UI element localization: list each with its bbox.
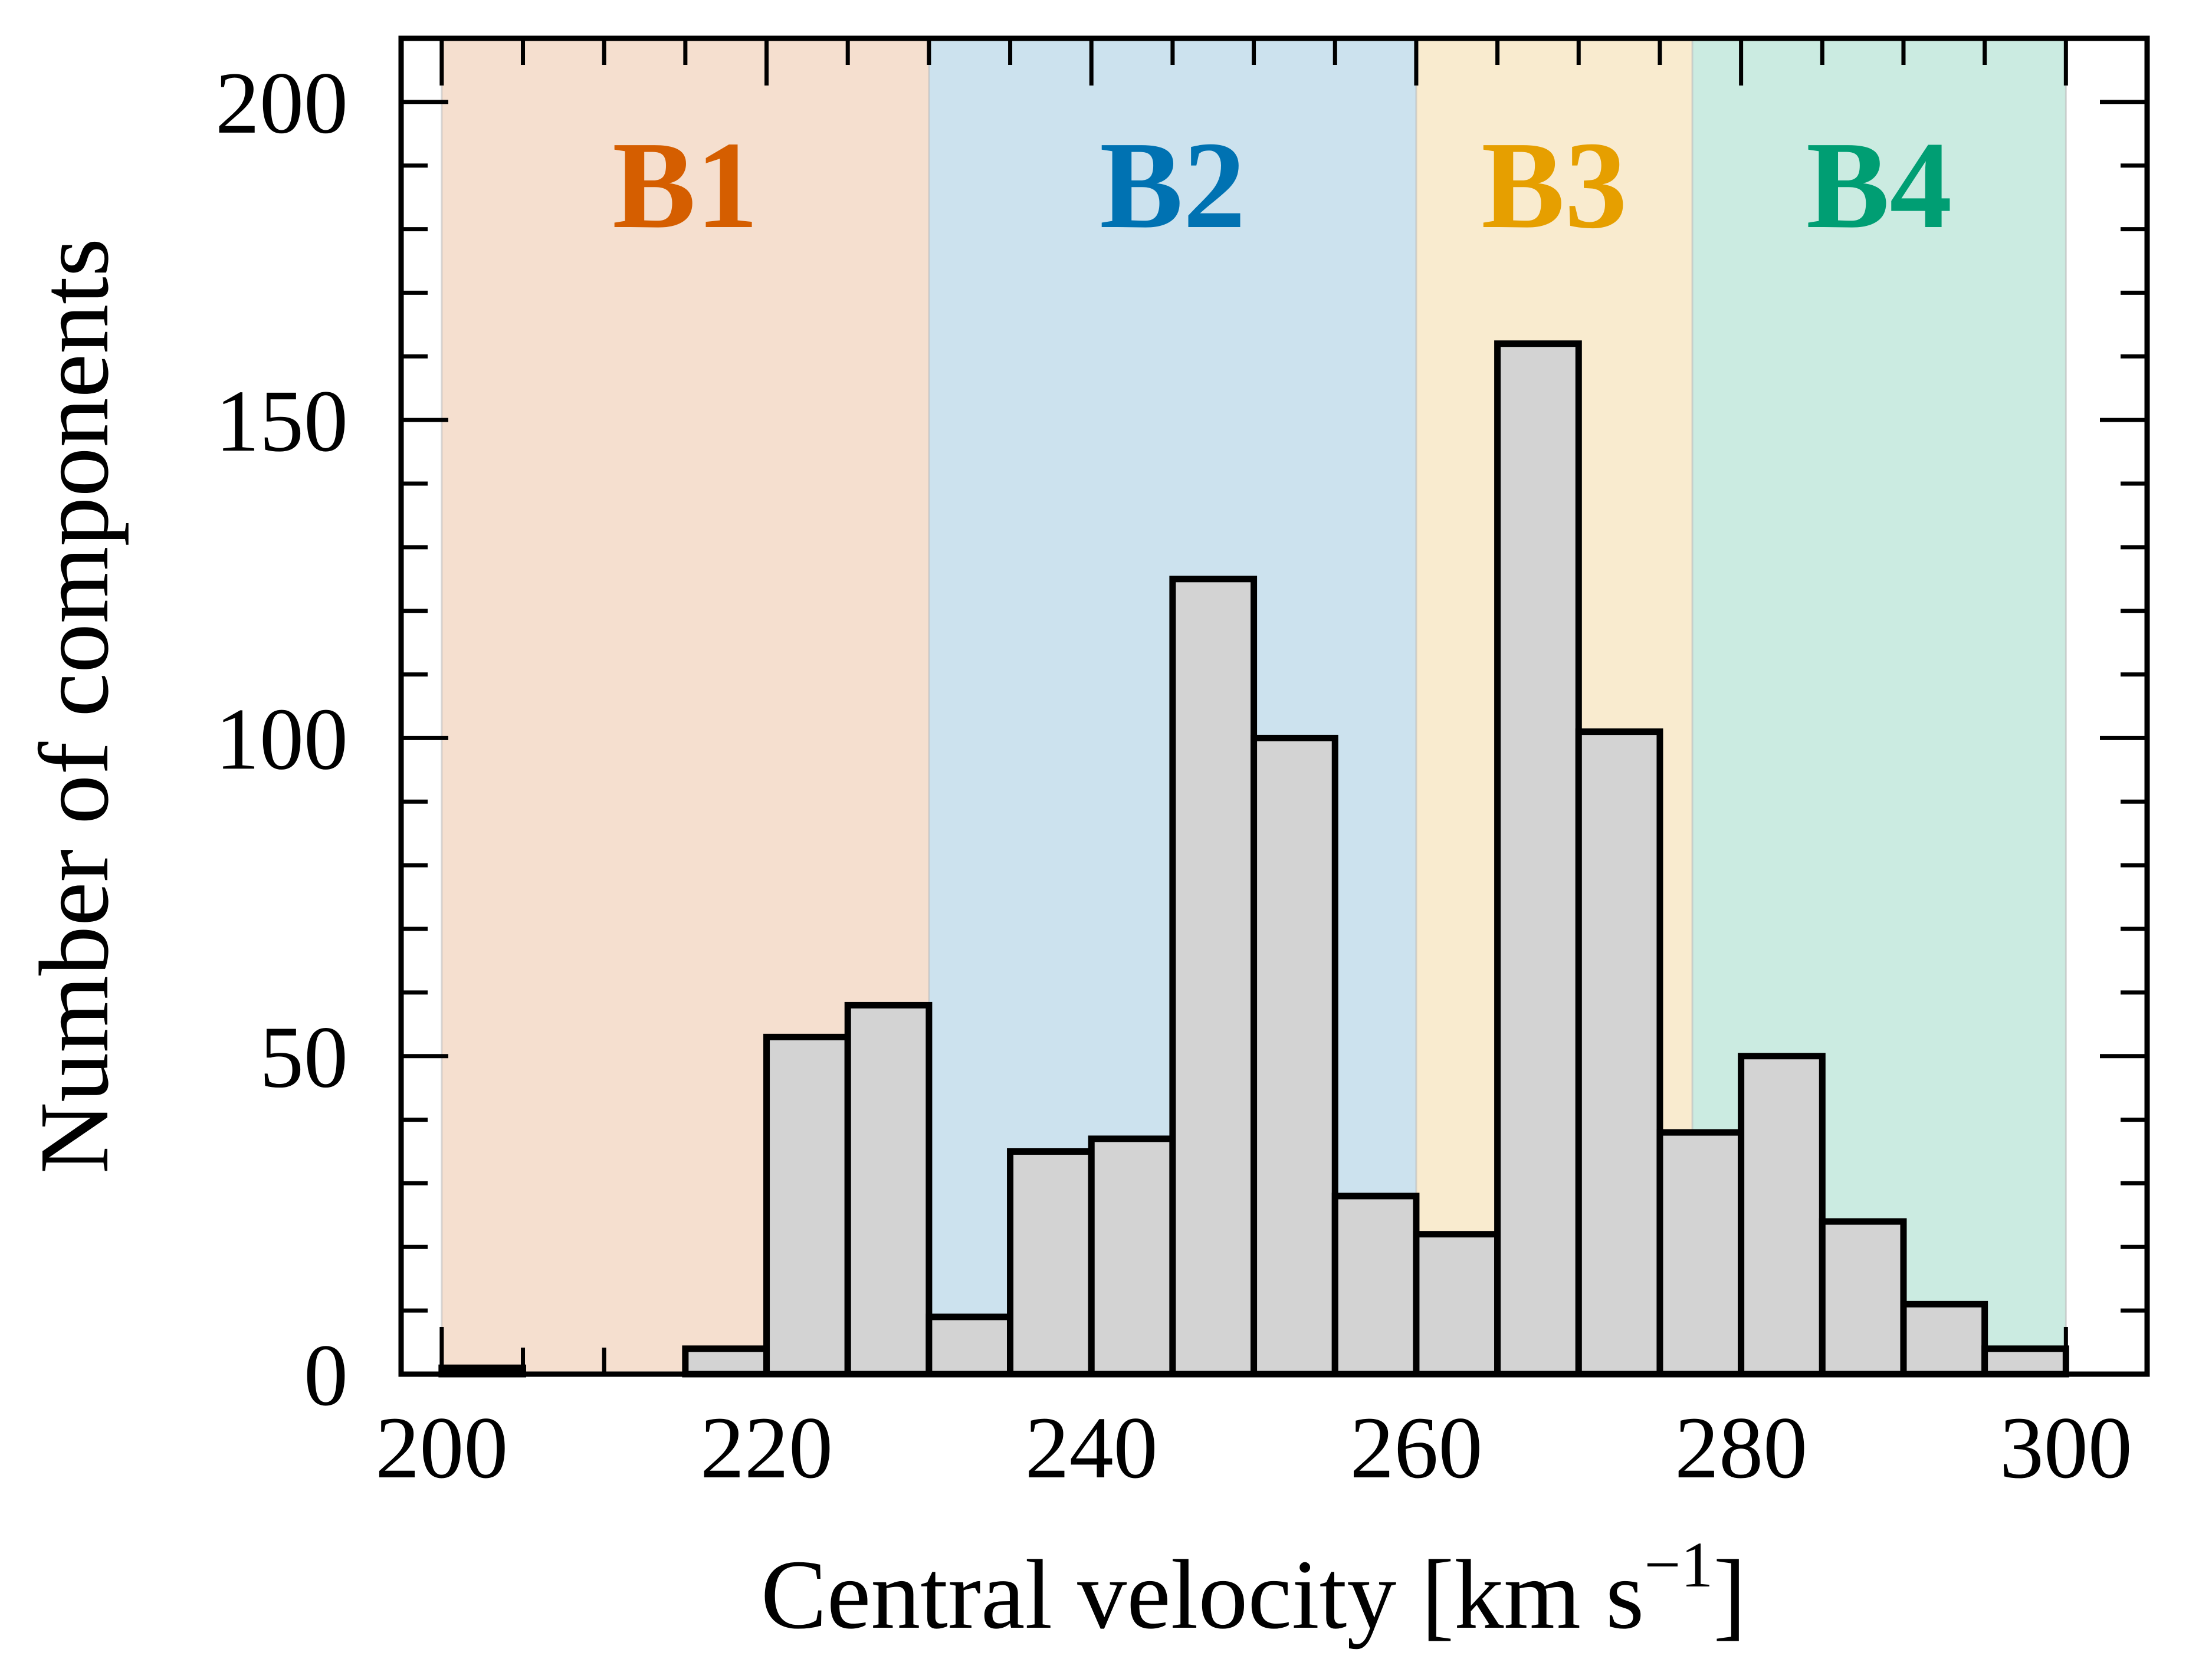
x-tick-label: 240 [1025,1399,1158,1497]
y-tick-label: 150 [215,372,348,470]
histogram-bar [682,1345,770,1378]
histogram-bar [1981,1345,2069,1378]
y-axis-label: Number of components [19,238,129,1174]
band-labels: B1 B2 B3 B4 [612,116,1952,254]
x-tick-label: 280 [1675,1399,1807,1497]
histogram-bar [1331,1192,1420,1378]
histogram-bar [1251,734,1338,1378]
y-tick-label: 50 [260,1008,348,1106]
histogram-bar [1169,576,1258,1378]
x-axis-label: Central velocity [km s−1] [761,1529,1747,1650]
histogram-bar [844,1001,933,1378]
x-tick-label: 300 [2000,1399,2132,1497]
histogram-bar [1088,1135,1176,1378]
y-tick-label: 200 [215,54,348,152]
y-tick-label: 0 [304,1326,348,1424]
band-label-b2: B2 [1100,116,1245,254]
x-tick-label: 200 [375,1399,508,1497]
y-tick-labels: 0 50 100 150 200 [215,54,348,1424]
histogram-bar [1494,340,1582,1378]
histogram-bars [438,340,2069,1378]
histogram-bar [1007,1148,1095,1378]
histogram-bar [926,1313,1014,1378]
band-label-b3: B3 [1481,116,1627,254]
band-label-b4: B4 [1806,116,1952,254]
histogram-bar [1819,1218,1907,1378]
histogram-bar [1900,1300,1988,1378]
x-tick-label: 260 [1350,1399,1482,1497]
band-label-b1: B1 [612,116,758,254]
histogram-bar [1575,728,1663,1378]
x-tick-labels: 200 220 240 260 280 300 [375,1399,2132,1497]
y-tick-label: 100 [215,690,348,788]
histogram-bar [1413,1231,1501,1378]
histogram-bar [1656,1129,1745,1378]
plot-frame [398,35,2150,1377]
histogram-bar [1738,1053,1826,1378]
histogram-bar [763,1033,851,1378]
x-tick-label: 220 [700,1399,833,1497]
